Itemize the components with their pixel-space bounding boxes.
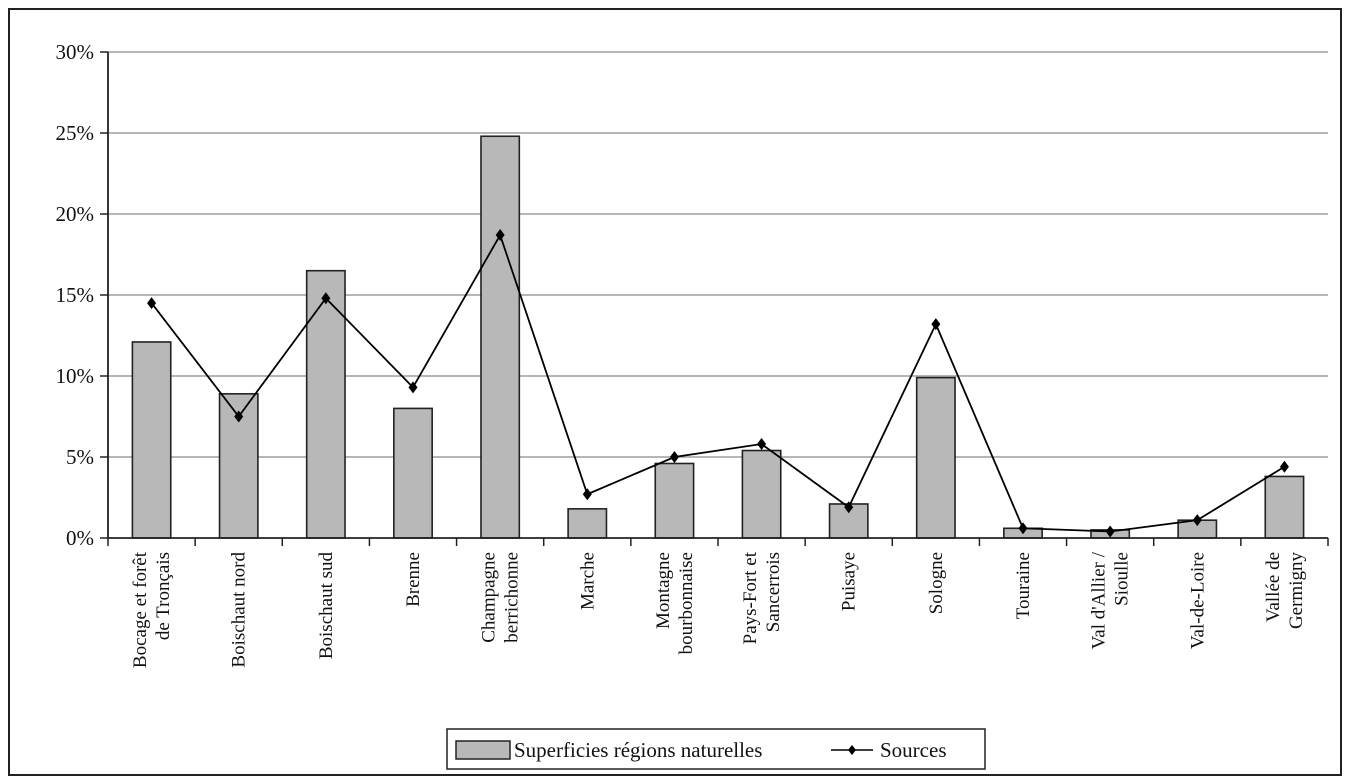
y-tick-label: 10% <box>56 364 95 388</box>
y-tick-label: 25% <box>56 121 95 145</box>
y-tick-label: 30% <box>56 40 95 64</box>
line-point <box>844 501 854 514</box>
y-tick-label: 0% <box>66 526 94 550</box>
bar <box>480 135 521 539</box>
x-category-label: Marche <box>577 552 598 610</box>
line-point <box>931 318 941 331</box>
x-category-label: Sologne <box>926 552 947 614</box>
legend-box <box>446 728 986 770</box>
bar <box>1264 475 1305 539</box>
x-category-label: Val-de-Loire <box>1187 552 1208 649</box>
bar <box>741 449 782 539</box>
y-tick-label: 15% <box>56 283 95 307</box>
line-point <box>1192 514 1202 527</box>
line-point <box>1279 460 1289 473</box>
x-category-label: Montagne bourbonnaise <box>653 552 697 654</box>
bar <box>567 508 608 539</box>
legend-line-label: Sources <box>880 738 947 762</box>
legend-line-marker <box>848 745 856 755</box>
x-category-label: Pays-Fort et Sancerrois <box>740 551 784 644</box>
bar <box>131 341 172 539</box>
legend-bar-label: Superficies régions naturelles <box>514 738 762 762</box>
line-point <box>495 229 505 242</box>
x-category-label: Val d'Allier / Sioulle <box>1089 551 1133 649</box>
line-point <box>321 292 331 305</box>
x-category-label: Puisaye <box>839 552 860 611</box>
line-point <box>408 381 418 394</box>
bar <box>915 376 956 539</box>
line-point <box>234 410 244 423</box>
line-point <box>582 488 592 501</box>
x-category-label: Vallée de Germigny <box>1263 552 1307 630</box>
legend: Superficies régions naturelles Sources <box>446 728 986 770</box>
bar-series <box>131 135 1305 539</box>
x-category-label: Boischaut sud <box>316 552 337 660</box>
line-series <box>147 229 1289 538</box>
sources-line <box>150 232 1285 533</box>
x-category-labels: Bocage et forêt de Tronçais Boischaut nord… <box>130 551 1307 668</box>
x-category-label: Bocage et forêt de Tronçais <box>130 551 174 668</box>
chart-frame <box>8 8 1342 776</box>
y-tick-label: 20% <box>56 202 95 226</box>
line-point <box>147 297 157 310</box>
bar <box>654 462 695 539</box>
x-category-label: Touraine <box>1013 552 1034 619</box>
x-category-label: Brenne <box>403 552 424 607</box>
gridlines <box>108 51 1328 458</box>
line-point <box>669 451 679 463</box>
y-tick-label: 5% <box>66 445 94 469</box>
x-category-label: Champagne berrichonne <box>479 552 523 643</box>
x-category-label: Boischaut nord <box>229 552 250 668</box>
y-tick-labels: 0% 5% 10% 15% 20% 25% 30% <box>56 40 95 550</box>
bar <box>393 407 433 539</box>
line-point <box>1018 522 1028 535</box>
line-point <box>757 438 767 451</box>
axes <box>100 51 1329 546</box>
legend-bar-swatch <box>455 740 511 760</box>
line-point <box>1105 525 1115 538</box>
